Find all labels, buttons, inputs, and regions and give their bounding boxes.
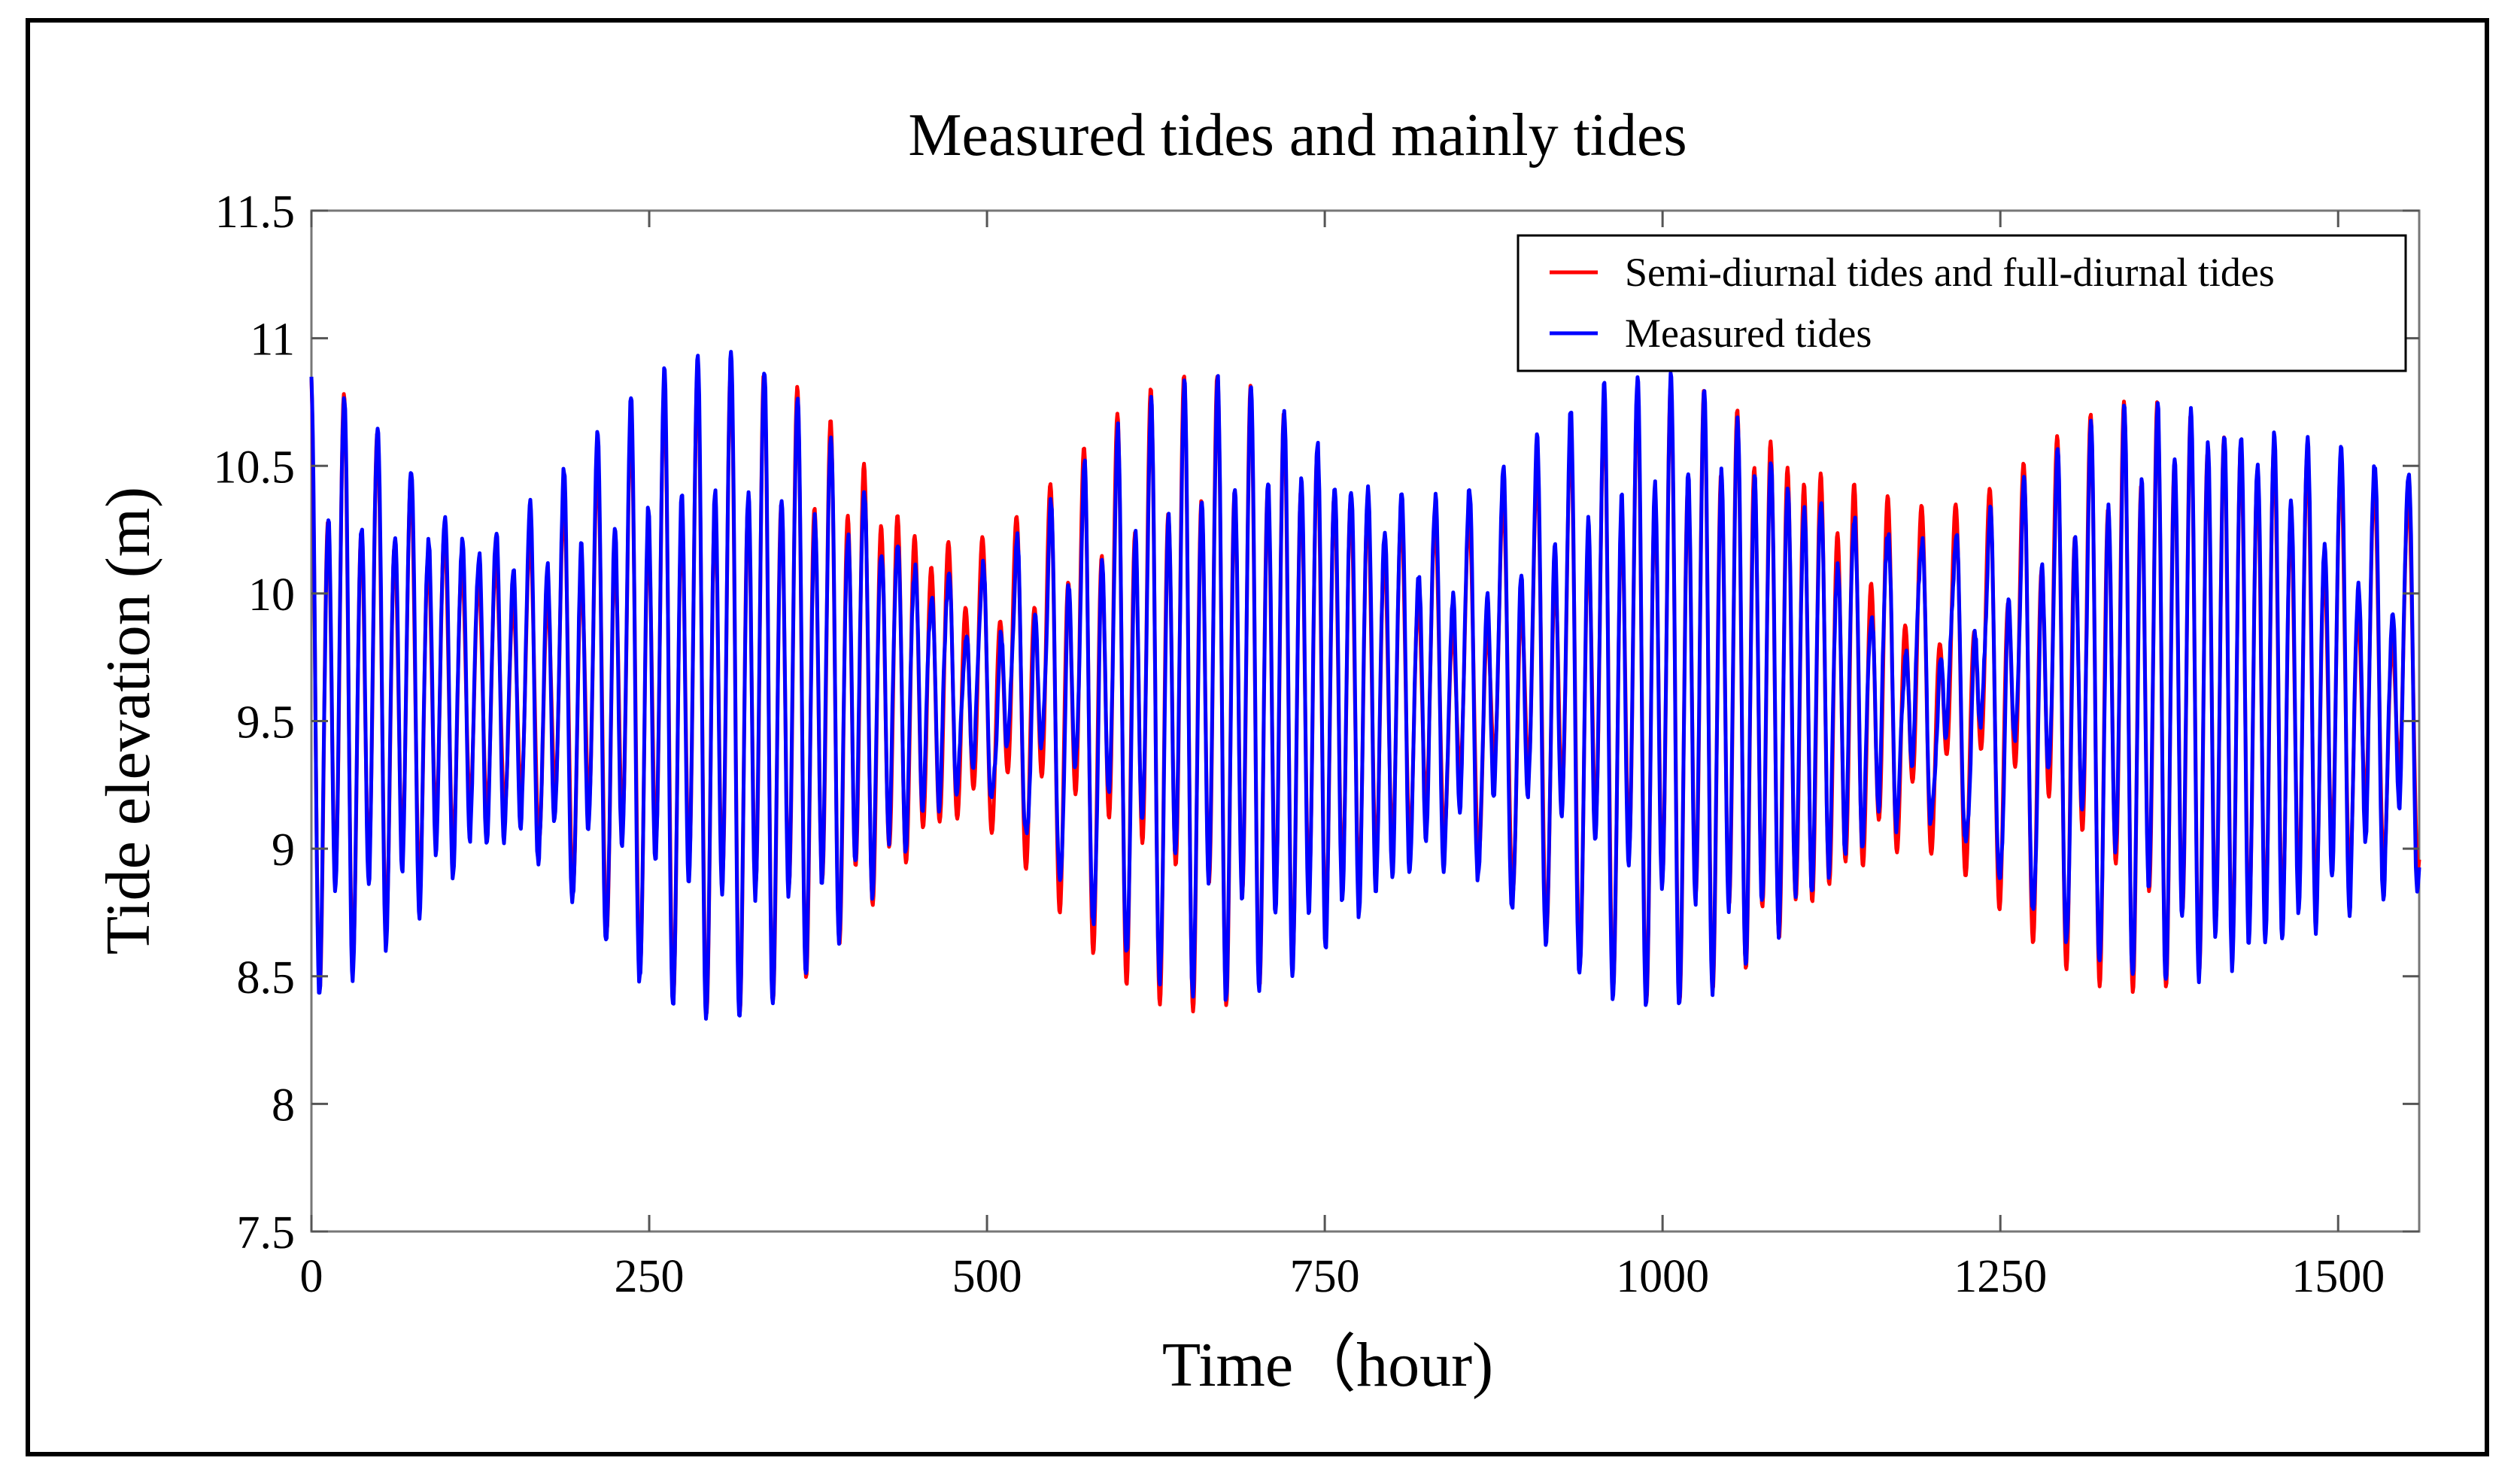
x-tick-label: 1500: [2291, 1251, 2385, 1302]
x-tick-label: 1250: [1954, 1251, 2047, 1302]
plot-area: 0 250 500 750 1000 1250 1500 7.5 8 8.5 9 9.5 10 10.5 1…: [214, 187, 2421, 1302]
legend-label-measured: Measured tides: [1625, 311, 1872, 356]
chart-title: Measured tides and mainly tides: [908, 102, 1687, 169]
x-tick-label: 0: [300, 1251, 323, 1302]
y-tick-label: 9: [272, 825, 295, 876]
y-tick-label: 7.5: [237, 1207, 296, 1259]
y-tick-label: 8.5: [237, 952, 296, 1004]
y-axis-title: Tide elevation (m): [93, 487, 163, 955]
x-axis-title: Time（hour): [1162, 1330, 1493, 1400]
x-tick-label: 250: [615, 1251, 685, 1302]
y-tick-label: 11.5: [215, 187, 295, 238]
x-tick-label: 500: [952, 1251, 1022, 1302]
legend: Semi-diurnal tides and full-diurnal tide…: [1517, 234, 2407, 372]
y-tick-label: 10.5: [214, 442, 296, 493]
y-tick-label: 10: [248, 569, 295, 621]
series-layer: [309, 350, 2421, 1021]
y-tick-label: 9.5: [237, 697, 296, 749]
legend-box: [1517, 234, 2407, 372]
x-tick-label: 1000: [1616, 1251, 1709, 1302]
legend-label-semi-diurnal: Semi-diurnal tides and full-diurnal tide…: [1625, 250, 2275, 295]
series-line-measured: [309, 350, 2421, 1021]
x-tick-label: 750: [1290, 1251, 1360, 1302]
ticks-layer: 0 250 500 750 1000 1250 1500 7.5 8 8.5 9 9.5 10 10.5 1…: [214, 187, 2419, 1302]
y-tick-label: 8: [272, 1080, 295, 1131]
y-tick-label: 11: [250, 314, 295, 366]
